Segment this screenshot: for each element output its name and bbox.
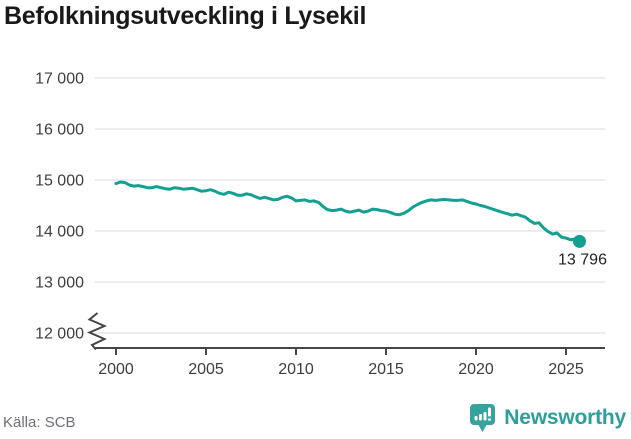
newsworthy-wordmark: Newsworthy [504, 406, 626, 429]
exclamation-line [488, 407, 492, 417]
population-line [114, 180, 581, 243]
y-axis-label: 17 000 [35, 71, 84, 88]
newsworthy-logo-icon [470, 404, 496, 432]
source-caption: Källa: SCB [3, 414, 76, 431]
exclamation-dot [488, 418, 492, 421]
speech-bubble-shape [470, 404, 496, 432]
end-point-marker [573, 234, 586, 248]
y-axis-label: 15 000 [35, 173, 84, 190]
population-line-chart: 12 000 13 000 14 000 15 000 16 000 17 000 2000… [35, 71, 607, 379]
x-axis-label: 2005 [188, 361, 224, 378]
chart-title: Befolkningsutveckling i Lysekil [4, 2, 367, 30]
x-axis-label: 2025 [548, 361, 584, 378]
y-axis-label: 14 000 [35, 224, 84, 241]
bar-chart-glyph [474, 407, 492, 421]
x-axis-label: 2020 [458, 361, 494, 378]
axis-break-mark [86, 312, 108, 351]
y-axis-label: 16 000 [35, 122, 84, 139]
x-axis-label: 2000 [98, 361, 134, 378]
y-axis-label: 12 000 [35, 326, 84, 343]
newsworthy-logo: Newsworthy [469, 403, 626, 433]
x-axis-label: 2010 [278, 361, 314, 378]
x-axis-label: 2015 [368, 361, 404, 378]
end-value-label: 13 796 [558, 251, 607, 268]
y-axis-label: 13 000 [35, 275, 84, 292]
